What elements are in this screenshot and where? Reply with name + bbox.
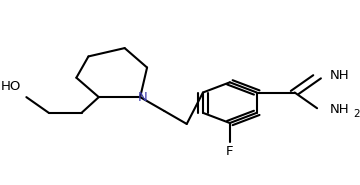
Text: NH: NH xyxy=(330,69,350,82)
Text: NH: NH xyxy=(330,103,350,116)
Text: F: F xyxy=(226,145,234,158)
Text: 2: 2 xyxy=(354,109,360,119)
Text: HO: HO xyxy=(1,80,21,92)
Text: N: N xyxy=(138,91,148,104)
